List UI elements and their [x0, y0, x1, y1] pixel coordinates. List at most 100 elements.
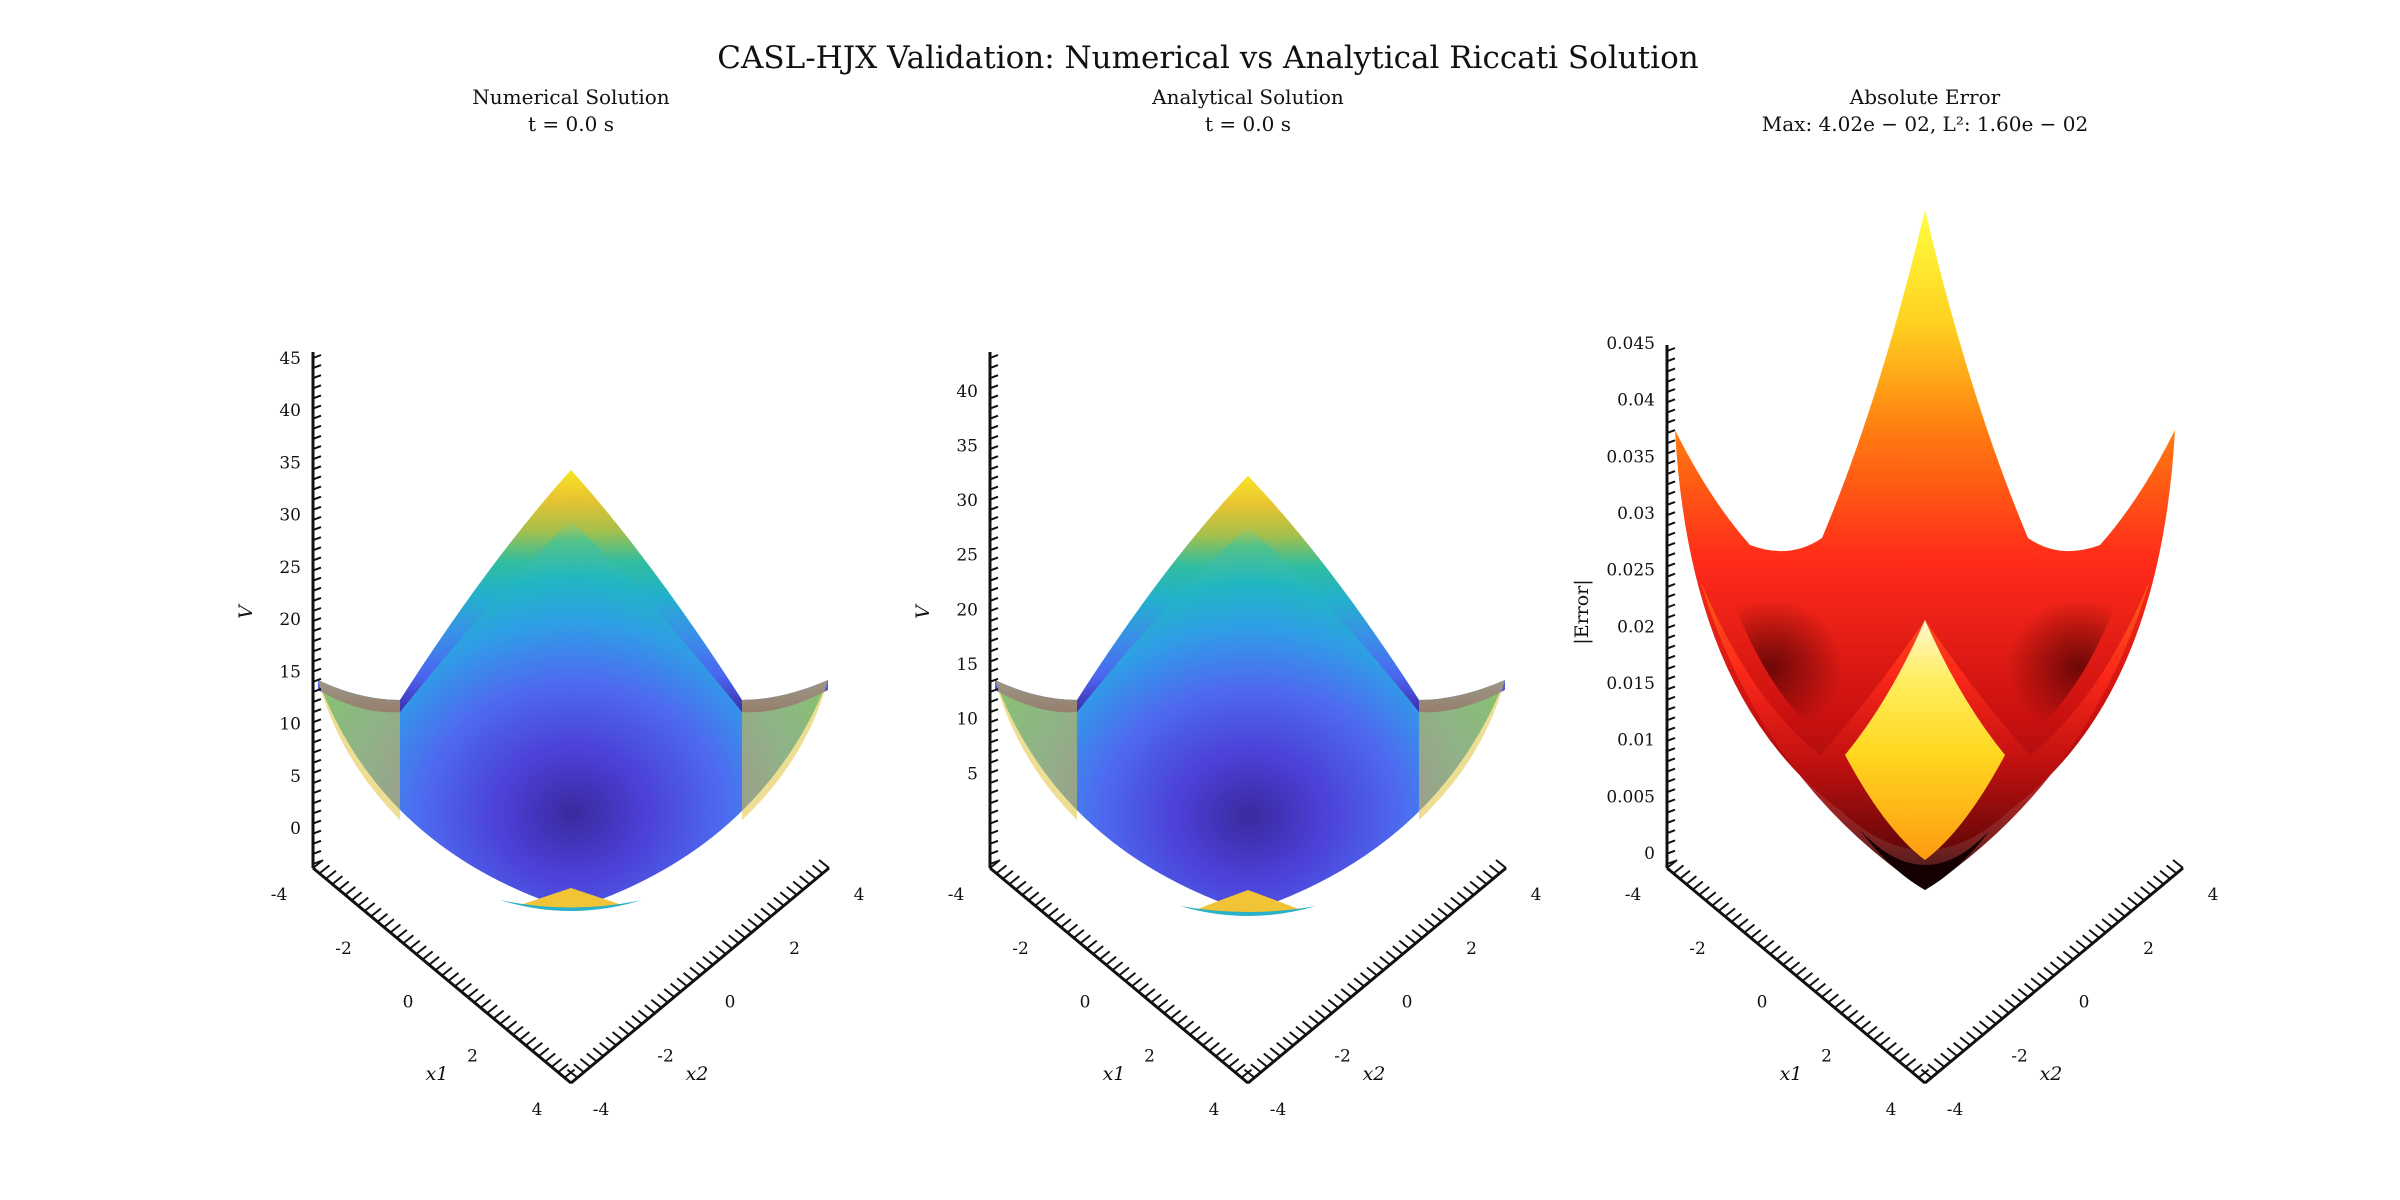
y-tick-label: 4: [1531, 885, 1542, 905]
panel-title: Absolute Error: [1849, 85, 2001, 109]
y-minor-tick: [1359, 972, 1372, 982]
z-minor-tick: [1666, 593, 1676, 599]
x-minor-tick: [1021, 886, 1033, 896]
x-minor-tick: [1679, 869, 1691, 880]
x-minor-tick: [557, 1063, 569, 1074]
y-minor-tick: [560, 1074, 572, 1084]
y-minor-tick: [2159, 869, 2171, 880]
x-minor-tick: [1853, 1015, 1865, 1025]
z-minor-tick: [1666, 603, 1676, 609]
y-minor-tick: [1972, 1025, 1984, 1036]
y-tick-label: 2: [789, 939, 800, 959]
y-minor-tick: [2153, 875, 2165, 885]
y-minor-tick: [605, 1036, 617, 1047]
z-minor-tick: [312, 718, 322, 724]
z-minor-tick: [312, 374, 322, 380]
z-minor-tick: [989, 424, 999, 430]
x-minor-tick: [1821, 988, 1833, 998]
y-minor-tick: [566, 1068, 579, 1079]
z-tick-label: 45: [279, 349, 301, 369]
y-minor-tick: [1398, 939, 1410, 950]
z-minor-tick: [312, 698, 322, 704]
x-minor-tick: [1111, 961, 1124, 971]
z-minor-tick: [989, 404, 999, 410]
y-minor-tick: [1463, 886, 1475, 896]
z-minor-tick: [1666, 767, 1676, 773]
x-minor-tick: [325, 869, 337, 880]
y-minor-tick: [1321, 1004, 1333, 1014]
x-tick-label: 4: [1886, 1100, 1897, 1120]
z-minor-tick: [1666, 583, 1676, 588]
z-tick-label: 5: [290, 767, 301, 787]
y-minor-tick: [1295, 1025, 1307, 1036]
y-minor-tick: [1334, 993, 1346, 1004]
z-minor-tick: [312, 546, 322, 552]
z-minor-tick: [312, 556, 322, 562]
x-minor-tick: [1763, 939, 1775, 950]
x-minor-tick: [1002, 869, 1014, 880]
z-tick-label: 15: [956, 655, 978, 675]
y-minor-tick: [1392, 945, 1404, 955]
x-minor-tick: [1724, 907, 1736, 918]
y-minor-tick: [2172, 859, 2184, 869]
z-minor-tick: [312, 768, 322, 774]
z-minor-tick: [312, 667, 322, 673]
z-minor-tick: [312, 526, 322, 531]
x-minor-tick: [1137, 982, 1149, 993]
z-minor-tick: [989, 455, 999, 461]
z-tick-label: 0.045: [1606, 334, 1655, 354]
x-minor-tick: [1079, 934, 1091, 945]
x-minor-tick: [351, 891, 363, 902]
y-minor-tick: [760, 907, 772, 918]
z-minor-tick: [1666, 613, 1676, 619]
x-axis-label: x1: [426, 1063, 449, 1085]
z-minor-tick: [312, 758, 322, 764]
numerical-solution-panel: Numerical Solution t = 0.0 s 05101520253…: [235, 85, 864, 1120]
z-minor-tick: [1666, 624, 1676, 629]
z-minor-tick: [1666, 634, 1676, 640]
z-minor-tick: [989, 698, 999, 704]
y-minor-tick: [1430, 912, 1443, 923]
z-minor-tick: [312, 748, 322, 754]
z-minor-tick: [989, 495, 999, 501]
x-minor-tick: [1189, 1025, 1201, 1036]
x-minor-tick: [1221, 1052, 1233, 1063]
y-minor-tick: [1308, 1015, 1320, 1025]
z-minor-tick: [312, 566, 322, 572]
x-minor-tick: [544, 1052, 556, 1063]
z-minor-tick: [989, 637, 999, 643]
x-minor-tick: [409, 939, 421, 950]
x-minor-tick: [1672, 864, 1685, 875]
z-minor-tick: [312, 839, 322, 845]
x-minor-tick: [1808, 977, 1820, 988]
z-tick-label: 35: [956, 436, 978, 456]
z-minor-tick: [312, 708, 322, 714]
y-axis-label: x2: [2040, 1063, 2063, 1085]
x-minor-tick: [428, 955, 440, 966]
y-minor-tick: [663, 988, 675, 998]
x-minor-tick: [1788, 961, 1801, 971]
x-tick-label: 2: [467, 1046, 478, 1066]
y-tick-label: -4: [1947, 1100, 1964, 1120]
y-minor-tick: [2043, 966, 2055, 977]
z-minor-tick: [312, 536, 322, 542]
y-minor-tick: [592, 1047, 604, 1057]
z-tick-label: 30: [279, 506, 301, 526]
x-minor-tick: [1756, 934, 1768, 945]
z-tick-label: 10: [279, 715, 301, 735]
z-minor-tick: [312, 576, 322, 582]
x-minor-tick: [1692, 880, 1704, 891]
x-minor-tick: [331, 875, 343, 885]
z-tick-label: 30: [956, 491, 978, 511]
x-minor-tick: [396, 929, 408, 939]
z-minor-tick: [1666, 798, 1676, 804]
y-minor-tick: [1250, 1063, 1262, 1074]
z-minor-tick: [1666, 418, 1676, 424]
x-minor-tick: [318, 864, 331, 875]
y-minor-tick: [1998, 1004, 2010, 1014]
x-minor-tick: [1834, 998, 1846, 1009]
y-minor-tick: [2094, 923, 2107, 934]
x-minor-tick: [1157, 998, 1169, 1009]
x-minor-tick: [1776, 950, 1788, 961]
x-minor-tick: [363, 902, 376, 912]
